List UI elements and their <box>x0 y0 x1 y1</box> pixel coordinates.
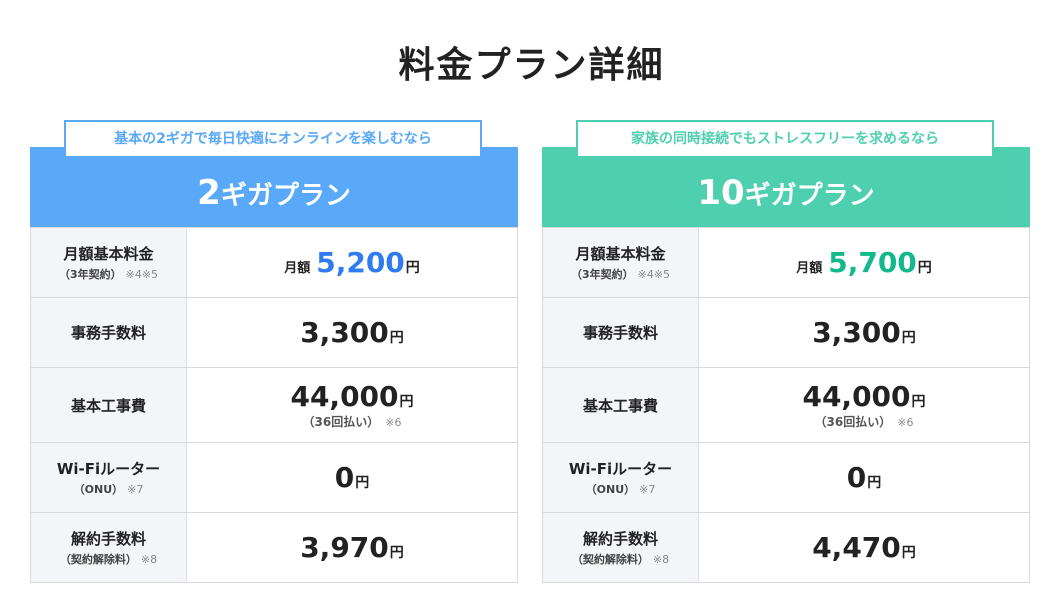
plan-name-number: 2 <box>197 173 221 213</box>
plan-tagline: 基本の2ギガで毎日快適にオンラインを楽しむなら <box>64 120 482 158</box>
row-value: 3,300円 <box>699 298 1029 367</box>
row-label: Wi-Fiルーター （ONU） ※7 <box>543 443 699 512</box>
label-cancel-fee: 解約手数料 <box>582 530 658 548</box>
table-row-cancel-fee: 解約手数料 （契約解除料） ※8 3,970円 <box>31 512 517 582</box>
plan-name-text: ギガプラン <box>220 181 351 211</box>
table-row-cancel-fee: 解約手数料 （契約解除料） ※8 4,470円 <box>543 512 1029 582</box>
install-sub: （36回払い） <box>814 415 892 429</box>
monthly-prefix: 月額 <box>284 261 311 276</box>
price-unit: 円 <box>901 330 916 346</box>
install-fee-price: 44,000 <box>802 380 911 413</box>
admin-fee-price: 3,300 <box>812 316 901 349</box>
label-router-sub: （ONU） <box>585 483 636 496</box>
table-row-router: Wi-Fiルーター （ONU） ※7 0円 <box>31 442 517 512</box>
row-label: 解約手数料 （契約解除料） ※8 <box>31 513 187 582</box>
monthly-price: 5,700 <box>828 246 917 279</box>
router-price: 0 <box>846 461 867 494</box>
cancel-fee-price: 4,470 <box>812 531 901 564</box>
label-cancel-note: ※8 <box>652 553 670 566</box>
row-value: 44,000円 （36回払い） ※6 <box>699 368 1029 442</box>
row-label: 基本工事費 <box>31 368 187 442</box>
price-unit: 円 <box>911 394 926 410</box>
row-value: 月額 5,200円 <box>187 228 517 297</box>
monthly-price: 5,200 <box>316 246 405 279</box>
label-cancel-note: ※8 <box>140 553 158 566</box>
table-row-monthly: 月額基本料金 （3年契約） ※4※5 月額 5,200円 <box>31 227 517 297</box>
row-label: 基本工事費 <box>543 368 699 442</box>
label-monthly-note: ※4※5 <box>637 268 671 281</box>
plan-name-number: 10 <box>697 173 745 213</box>
label-cancel-fee: 解約手数料 <box>70 530 146 548</box>
label-router-note: ※7 <box>639 483 656 496</box>
table-row-monthly: 月額基本料金 （3年契約） ※4※5 月額 5,700円 <box>543 227 1029 297</box>
page-title: 料金プラン詳細 <box>398 45 665 86</box>
table-row-admin-fee: 事務手数料 3,300円 <box>543 297 1029 367</box>
row-value: 4,470円 <box>699 513 1029 582</box>
install-sub: （36回払い） <box>302 415 380 429</box>
row-label: 月額基本料金 （3年契約） ※4※5 <box>31 228 187 297</box>
label-monthly: 月額基本料金 <box>63 245 154 263</box>
admin-fee-price: 3,300 <box>300 316 389 349</box>
row-value: 44,000円 （36回払い） ※6 <box>187 368 517 442</box>
price-unit: 円 <box>399 394 414 410</box>
label-install-fee: 基本工事費 <box>70 396 146 415</box>
label-router: Wi-Fiルーター <box>568 460 673 478</box>
plan-price-table: 月額基本料金 （3年契約） ※4※5 月額 5,200円 事務手数料 3,300円 … <box>30 227 518 583</box>
plan-header: 2ギガプラン <box>30 147 518 227</box>
table-row-install-fee: 基本工事費 44,000円 （36回払い） ※6 <box>31 367 517 442</box>
price-unit: 円 <box>389 330 404 346</box>
plan-tagline: 家族の同時接続でもストレスフリーを求めるなら <box>576 120 994 158</box>
install-note: ※6 <box>385 416 402 429</box>
price-unit: 円 <box>867 475 882 491</box>
table-row-admin-fee: 事務手数料 3,300円 <box>31 297 517 367</box>
label-monthly-sub: （3年契約） <box>58 268 122 281</box>
row-label: 月額基本料金 （3年契約） ※4※5 <box>543 228 699 297</box>
price-unit: 円 <box>901 545 916 561</box>
row-label: 解約手数料 （契約解除料） ※8 <box>543 513 699 582</box>
plan-name-text: ギガプラン <box>744 181 875 211</box>
row-label: 事務手数料 <box>31 298 187 367</box>
cancel-fee-price: 3,970 <box>300 531 389 564</box>
label-monthly: 月額基本料金 <box>575 245 666 263</box>
label-monthly-sub: （3年契約） <box>570 268 634 281</box>
row-label: Wi-Fiルーター （ONU） ※7 <box>31 443 187 512</box>
label-monthly-note: ※4※5 <box>125 268 159 281</box>
row-value: 3,970円 <box>187 513 517 582</box>
plan-price-table: 月額基本料金 （3年契約） ※4※5 月額 5,700円 事務手数料 3,300円 … <box>542 227 1030 583</box>
row-label: 事務手数料 <box>543 298 699 367</box>
label-cancel-sub: （契約解除料） <box>571 553 649 566</box>
monthly-prefix: 月額 <box>796 261 823 276</box>
install-fee-price: 44,000 <box>290 380 399 413</box>
row-value: 0円 <box>187 443 517 512</box>
label-cancel-sub: （契約解除料） <box>59 553 137 566</box>
price-unit: 円 <box>355 475 370 491</box>
price-unit: 円 <box>389 545 404 561</box>
row-value: 月額 5,700円 <box>699 228 1029 297</box>
label-router-note: ※7 <box>127 483 144 496</box>
price-unit: 円 <box>405 260 420 276</box>
label-router-sub: （ONU） <box>73 483 124 496</box>
price-unit: 円 <box>917 260 932 276</box>
label-install-fee: 基本工事費 <box>582 396 658 415</box>
install-note: ※6 <box>897 416 914 429</box>
label-admin-fee: 事務手数料 <box>70 324 146 342</box>
table-row-install-fee: 基本工事費 44,000円 （36回払い） ※6 <box>543 367 1029 442</box>
label-router: Wi-Fiルーター <box>56 460 161 478</box>
row-value: 3,300円 <box>187 298 517 367</box>
row-value: 0円 <box>699 443 1029 512</box>
table-row-router: Wi-Fiルーター （ONU） ※7 0円 <box>543 442 1029 512</box>
plan-header: 10ギガプラン <box>542 147 1030 227</box>
router-price: 0 <box>334 461 355 494</box>
label-admin-fee: 事務手数料 <box>582 324 658 342</box>
